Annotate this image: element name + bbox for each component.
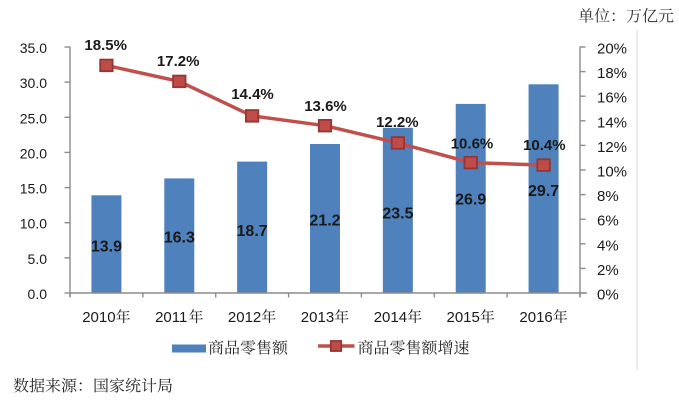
svg-text:14.4%: 14.4% bbox=[231, 86, 274, 103]
svg-text:13.6%: 13.6% bbox=[304, 98, 347, 115]
svg-text:21.2: 21.2 bbox=[309, 213, 340, 230]
svg-text:2015: 2015 bbox=[447, 309, 480, 326]
svg-text:16%: 16% bbox=[597, 90, 627, 107]
svg-text:10.0: 10.0 bbox=[20, 216, 47, 232]
svg-text:5.0: 5.0 bbox=[28, 251, 48, 267]
svg-text:13.9: 13.9 bbox=[91, 239, 122, 256]
svg-text:8%: 8% bbox=[597, 188, 619, 205]
svg-text:23.5: 23.5 bbox=[382, 206, 413, 223]
svg-text:2012: 2012 bbox=[228, 309, 261, 326]
svg-text:16.3: 16.3 bbox=[164, 230, 195, 247]
svg-text:2011: 2011 bbox=[155, 309, 187, 326]
svg-text:35.0: 35.0 bbox=[20, 40, 47, 56]
svg-text:18.7: 18.7 bbox=[237, 223, 268, 240]
svg-text:0.0: 0.0 bbox=[28, 286, 48, 302]
svg-text:12.2%: 12.2% bbox=[376, 114, 419, 131]
svg-text:12%: 12% bbox=[597, 139, 627, 156]
svg-text:15.0: 15.0 bbox=[20, 181, 47, 197]
svg-text:20.0: 20.0 bbox=[20, 145, 47, 161]
svg-text:10.4%: 10.4% bbox=[523, 137, 566, 154]
svg-text:14%: 14% bbox=[597, 114, 627, 131]
svg-text:4%: 4% bbox=[597, 237, 619, 254]
svg-text:18%: 18% bbox=[597, 65, 627, 82]
svg-text:20%: 20% bbox=[597, 41, 627, 58]
svg-text:25.0: 25.0 bbox=[20, 110, 47, 126]
svg-text:10%: 10% bbox=[597, 164, 627, 181]
svg-text:26.9: 26.9 bbox=[455, 191, 486, 208]
svg-text:17.2%: 17.2% bbox=[157, 53, 200, 70]
svg-text:30.0: 30.0 bbox=[20, 75, 47, 91]
svg-text:2014: 2014 bbox=[374, 309, 407, 326]
svg-text:29.7: 29.7 bbox=[528, 183, 559, 200]
svg-text:2%: 2% bbox=[597, 262, 619, 279]
svg-text:2010: 2010 bbox=[82, 309, 115, 326]
svg-text:2016: 2016 bbox=[519, 309, 552, 326]
svg-text:18.5%: 18.5% bbox=[84, 37, 127, 54]
svg-text:2013: 2013 bbox=[301, 309, 334, 326]
svg-text:6%: 6% bbox=[597, 213, 619, 230]
svg-text:0%: 0% bbox=[597, 287, 619, 304]
svg-text:10.6%: 10.6% bbox=[451, 135, 494, 152]
